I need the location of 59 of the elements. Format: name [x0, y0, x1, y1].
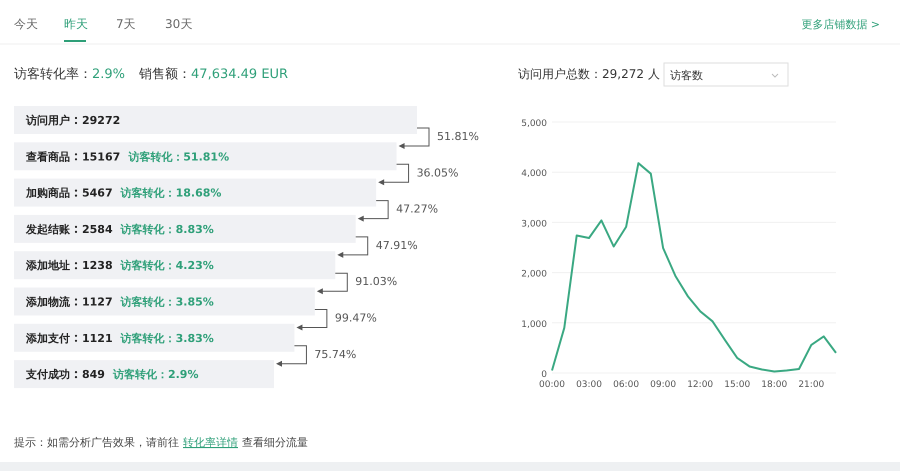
category-label: 访问用户: [25, 114, 70, 127]
y-tick-label: 1,000: [521, 320, 548, 330]
text: 47.27%: [396, 202, 438, 216]
x-tick-label: 18:00: [761, 380, 788, 390]
text: 转化率详情: [183, 436, 238, 449]
text: 昨天: [64, 17, 88, 31]
x-tick-label: 09:00: [650, 380, 676, 390]
x-tick-label: 00:00: [539, 380, 566, 390]
text: 99.47%: [334, 312, 377, 324]
category-label: 添加地址: [25, 259, 70, 272]
data-label: 15167: [82, 150, 120, 164]
text: 访客转化：51.81%: [127, 150, 230, 164]
chart-title: 访问用户总数：29,272 人: [518, 67, 660, 81]
text: 91.03%: [355, 275, 398, 288]
line-series: [551, 162, 837, 372]
data-label: 1127: [82, 296, 113, 308]
x-tick-label: 12:00: [687, 380, 714, 390]
data-label: 2584: [82, 222, 113, 236]
text: 今天: [14, 17, 38, 31]
y-tick-label: 3,000: [521, 219, 548, 230]
text: 访客转化：2.9%: [112, 368, 198, 382]
category-label: 发起结账: [25, 222, 71, 236]
text: 访客转化率：: [14, 66, 92, 82]
category-label: 添加支付: [25, 332, 70, 345]
category-label: 查看商品: [25, 150, 70, 164]
text: 访客转化：18.68%: [120, 186, 222, 200]
data-label: 29272: [82, 114, 120, 127]
text: 51.81%: [437, 130, 479, 143]
y-tick-label: 5,000: [521, 119, 548, 129]
y-tick-label: 2,000: [521, 270, 548, 280]
x-tick-label: 06:00: [613, 380, 640, 390]
text: 30天: [165, 17, 192, 31]
category-label: 加购商品: [25, 186, 70, 200]
legend-title: 访客数: [670, 69, 703, 82]
y-tick-label: 0: [541, 370, 548, 380]
text: 提示：如需分析广告效果，请前往: [14, 436, 179, 449]
data-label: 5467: [82, 186, 113, 200]
x-tick-label: 15:00: [724, 380, 750, 390]
text: 访客转化：8.83%: [120, 222, 214, 236]
data-label: 1121: [82, 332, 113, 345]
x-tick-label: 21:00: [798, 380, 825, 390]
text: 访客转化：3.85%: [120, 296, 214, 308]
text: 查看细分流量: [242, 436, 308, 449]
text: 36.05%: [416, 166, 459, 180]
text: 更多店铺数据 >: [801, 18, 880, 31]
category-label: 添加物流: [25, 296, 71, 308]
text: 销售额：: [138, 67, 192, 82]
x-tick-label: 03:00: [576, 380, 602, 390]
text: 访客转化：4.23%: [120, 259, 214, 272]
text: 47.91%: [376, 238, 418, 252]
y-tick-label: 4,000: [521, 169, 548, 180]
text: 75.74%: [314, 348, 356, 361]
data-label: 849: [82, 368, 105, 382]
text: 47,634.49 EUR: [191, 67, 288, 82]
category-label: 支付成功: [25, 368, 70, 382]
text: 访客转化：3.83%: [120, 332, 214, 345]
text: 7天: [116, 17, 136, 31]
text: 2.9%: [92, 67, 126, 82]
data-label: 1238: [82, 259, 113, 272]
